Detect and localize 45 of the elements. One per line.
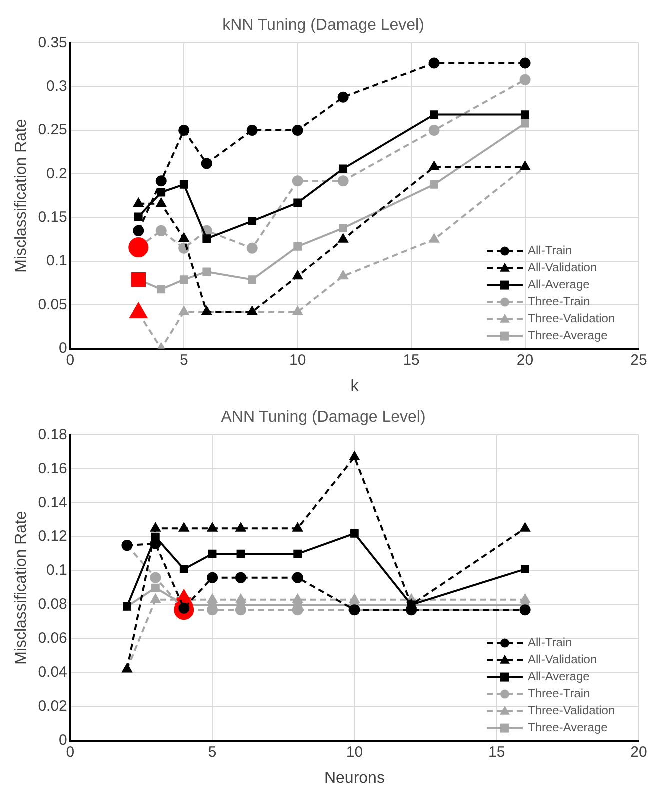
y-axis-title: Misclassification Rate <box>13 118 30 273</box>
x-axis-title: Neurons <box>324 770 385 787</box>
x-tick-label: 15 <box>488 744 506 761</box>
y-tick-label: 0.14 <box>38 494 68 512</box>
x-tick-label: 10 <box>346 744 364 761</box>
x-tick-label: 10 <box>289 352 306 369</box>
y-tick-label: 0 <box>59 732 68 749</box>
legend-label: Three-Train <box>528 294 590 309</box>
x-tick-label: 20 <box>630 744 648 761</box>
y-tick-label: 0.3 <box>46 78 68 95</box>
y-tick-label: 0.15 <box>38 208 68 226</box>
y-tick-label: 0.05 <box>38 296 68 314</box>
legend-label: All-Train <box>528 636 572 650</box>
legend-label: Three-Average <box>528 720 608 735</box>
y-tick-label: 0.12 <box>38 528 68 546</box>
y-tick-label: 0.1 <box>46 562 68 580</box>
chart-title: kNN Tuning (Damage Level) <box>222 17 424 34</box>
legend-label: All-Average <box>528 670 590 684</box>
y-tick-label: 0.18 <box>38 426 68 444</box>
y-tick-label: 0.25 <box>38 122 68 139</box>
y-tick-label: 0.02 <box>38 698 68 715</box>
x-tick-label: 20 <box>516 352 534 369</box>
legend-label: Three-Average <box>528 328 608 343</box>
x-tick-label: 5 <box>208 744 217 761</box>
legend-label: All-Average <box>528 278 590 292</box>
y-tick-label: 0.08 <box>38 596 68 614</box>
legend-label: All-Train <box>528 244 572 258</box>
y-axis-title: Misclassification Rate <box>13 510 30 665</box>
y-tick-label: 0 <box>59 340 68 357</box>
legend-label: Three-Validation <box>528 704 616 718</box>
legend-label: All-Validation <box>528 260 598 275</box>
legend-label: All-Validation <box>528 652 598 667</box>
chart-title: ANN Tuning (Damage Level) <box>221 409 426 426</box>
y-tick-label: 0.1 <box>46 252 68 270</box>
legend-label: Three-Train <box>528 686 590 701</box>
x-tick-label: 25 <box>630 352 648 369</box>
x-tick-label: 5 <box>180 352 188 369</box>
y-tick-label: 0.06 <box>38 630 68 648</box>
x-axis-title: k <box>350 378 360 395</box>
y-tick-label: 0.2 <box>46 165 68 182</box>
legend-label: Three-Validation <box>528 312 616 326</box>
y-tick-label: 0.16 <box>38 460 68 478</box>
y-tick-label: 0.35 <box>38 34 68 52</box>
x-tick-label: 15 <box>403 352 420 369</box>
y-tick-label: 0.04 <box>38 664 68 682</box>
